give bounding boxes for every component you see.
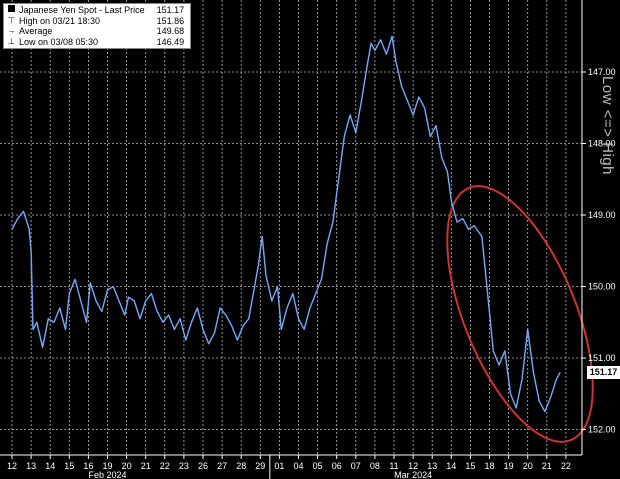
legend-item-last: Japanese Yen Spot - Last Price 151.17 bbox=[7, 5, 184, 16]
x-tick-label-19: 08 bbox=[370, 461, 380, 471]
x-tick-label-9: 23 bbox=[179, 461, 189, 471]
month-label-1: Mar 2024 bbox=[394, 470, 432, 479]
x-tick-label-3: 15 bbox=[64, 461, 74, 471]
price-series bbox=[11, 35, 561, 413]
x-tick-label-23: 14 bbox=[446, 461, 456, 471]
y-tick-label-0: 147.00 bbox=[588, 67, 616, 77]
annotation-ellipse bbox=[446, 185, 594, 443]
x-tick-label-28: 21 bbox=[542, 461, 552, 471]
legend-item-high: ⊤ High on 03/21 18:30 151.86 bbox=[8, 15, 185, 26]
x-tick-label-29: 22 bbox=[561, 461, 571, 471]
legend-item-average: → Average 149.68 bbox=[7, 26, 185, 36]
x-tick-label-21: 12 bbox=[408, 461, 418, 471]
x-tick-label-5: 19 bbox=[102, 461, 112, 471]
x-tick-label-0: 12 bbox=[7, 461, 17, 471]
legend: Japanese Yen Spot - Last Price 151.17 ⊤ … bbox=[3, 3, 192, 49]
square-icon bbox=[7, 5, 16, 16]
legend-item-low: ⊥ Low on 03/08 05:30 146.49 bbox=[8, 36, 185, 47]
x-tick-label-11: 27 bbox=[217, 461, 227, 471]
x-tick-label-27: 20 bbox=[523, 461, 533, 471]
y-tick-label-4: 151.00 bbox=[588, 353, 616, 363]
x-tick-label-15: 04 bbox=[293, 461, 303, 471]
x-tick-label-10: 26 bbox=[198, 461, 208, 471]
highlight-ellipse bbox=[446, 185, 594, 443]
x-tick-label-4: 16 bbox=[83, 461, 93, 471]
x-tick-label-18: 07 bbox=[351, 461, 361, 471]
y-tick-label-2: 149.00 bbox=[588, 210, 616, 220]
x-tick-label-12: 28 bbox=[236, 461, 246, 471]
x-tick-label-14: 01 bbox=[274, 461, 284, 471]
y-tick-label-3: 150.00 bbox=[588, 282, 616, 292]
x-tick-label-25: 18 bbox=[484, 461, 494, 471]
x-axis: 12 13 14 15 16 19 20 21 22 23 26 27 28 29 01 04 05 06 07 08… bbox=[0, 454, 582, 479]
high-marker-icon: ⊤ bbox=[8, 15, 15, 25]
x-tick-label-26: 19 bbox=[504, 461, 514, 471]
price-line-highlight bbox=[11, 36, 561, 412]
y-tick-label-5: 152.00 bbox=[588, 425, 616, 435]
x-tick-label-7: 21 bbox=[141, 461, 151, 471]
low-marker-icon: ⊥ bbox=[8, 36, 15, 46]
x-tick-label-2: 14 bbox=[45, 461, 55, 471]
y-tick-label-1: 148.00 bbox=[588, 139, 616, 149]
x-tick-label-20: 11 bbox=[389, 461, 398, 471]
x-tick-label-17: 06 bbox=[332, 461, 342, 471]
month-label-0: Feb 2024 bbox=[88, 470, 126, 479]
x-tick-label-24: 15 bbox=[465, 461, 475, 471]
x-tick-label-13: 29 bbox=[255, 461, 265, 471]
grid bbox=[0, 0, 582, 455]
axis-direction-note: Low <=> High bbox=[599, 76, 616, 175]
x-tick-label-22: 13 bbox=[427, 461, 437, 471]
last-price-tag: 151.17 bbox=[587, 365, 620, 379]
x-tick-label-1: 13 bbox=[26, 461, 36, 471]
average-marker-icon: → bbox=[7, 26, 16, 35]
x-tick-label-8: 22 bbox=[160, 461, 170, 471]
x-tick-label-6: 20 bbox=[122, 461, 132, 471]
x-tick-label-16: 05 bbox=[313, 461, 323, 471]
y-axis: 147.00 148.00 149.00 150.00 151.00 152.00 bbox=[581, 0, 616, 455]
